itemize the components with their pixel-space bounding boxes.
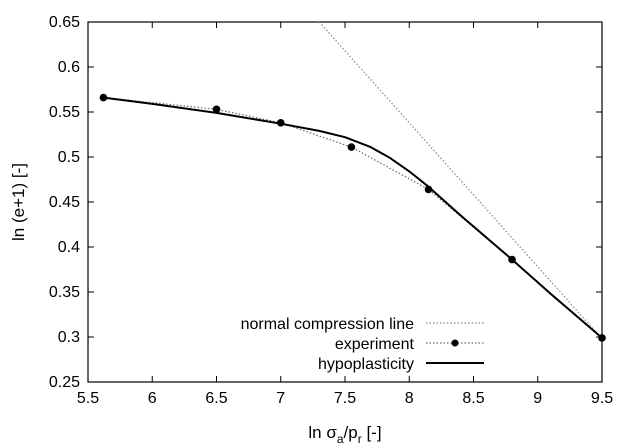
experiment-point bbox=[598, 334, 606, 342]
x-tick-label: 8 bbox=[405, 390, 414, 407]
x-tick-label: 5.5 bbox=[77, 390, 99, 407]
y-tick-label: 0.3 bbox=[58, 329, 80, 346]
legend-label-experiment: experiment bbox=[335, 336, 415, 353]
x-axis-title: ln σa/pr [-] bbox=[308, 423, 381, 446]
y-tick-label: 0.25 bbox=[49, 374, 80, 391]
y-tick-label: 0.5 bbox=[58, 149, 80, 166]
series-normal-compression-line bbox=[318, 21, 603, 340]
series-experiment-line bbox=[103, 97, 603, 339]
experiment-point bbox=[347, 143, 356, 151]
experiment-point bbox=[99, 93, 108, 102]
legend: normal compression line experiment hypop… bbox=[241, 316, 484, 373]
y-tick-label: 0.4 bbox=[58, 239, 80, 256]
y-tick-label: 0.35 bbox=[49, 284, 80, 301]
x-tick-label: 7.5 bbox=[334, 390, 356, 407]
legend-label-ncl: normal compression line bbox=[241, 316, 415, 333]
x-tick-label: 8.5 bbox=[462, 390, 484, 407]
experiment-point bbox=[424, 185, 433, 194]
x-tick-label: 9.5 bbox=[591, 390, 613, 407]
y-tick-label: 0.55 bbox=[49, 104, 80, 121]
axis-ticks: 5.5 6 6.5 7 7.5 8 8.5 9 9.5 0.25 0.3 0.35 0.4 0.45 0.5… bbox=[49, 14, 613, 407]
x-tick-label: 6.5 bbox=[205, 390, 227, 407]
x-tick-label: 7 bbox=[276, 390, 285, 407]
experiment-point bbox=[508, 255, 516, 264]
experiment-point bbox=[276, 119, 285, 127]
legend-label-hypoplasticity: hypoplasticity bbox=[318, 356, 414, 373]
x-tick-label: 6 bbox=[148, 390, 157, 407]
series-hypoplasticity bbox=[103, 96, 603, 339]
legend-marker-experiment bbox=[451, 339, 459, 347]
x-tick-label: 9 bbox=[533, 390, 542, 407]
y-axis-title: ln (e+1) [-] bbox=[9, 163, 28, 241]
experiment-point bbox=[212, 105, 221, 114]
series-layer bbox=[99, 21, 606, 342]
y-tick-label: 0.65 bbox=[49, 14, 80, 31]
y-tick-label: 0.45 bbox=[49, 194, 80, 211]
y-tick-label: 0.6 bbox=[58, 59, 80, 76]
